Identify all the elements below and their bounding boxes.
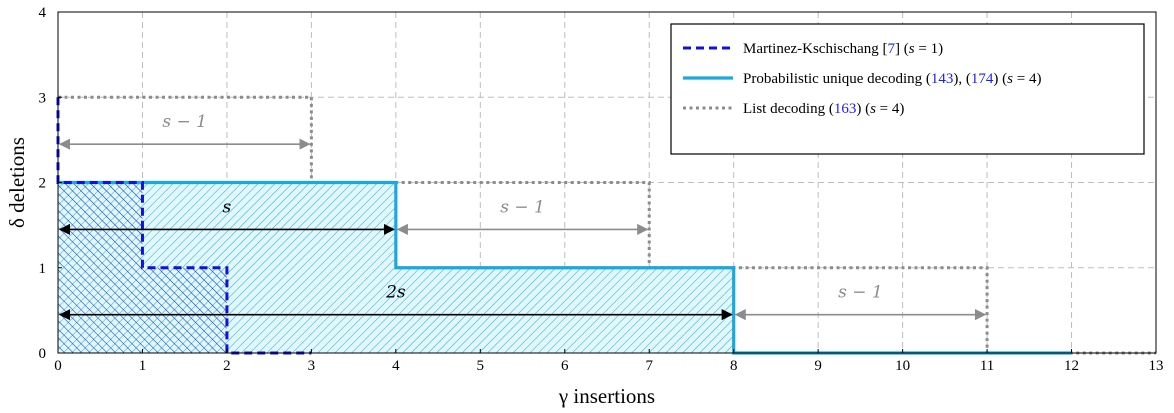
x-axis-label: γ insertions xyxy=(558,384,655,408)
y-axis-label: δ deletions xyxy=(5,137,29,228)
x-tick-label: 12 xyxy=(1064,358,1079,374)
annotation-label: s − 1 xyxy=(838,283,883,303)
y-tick-label: 2 xyxy=(39,176,47,192)
x-tick-label: 7 xyxy=(645,358,653,374)
x-tick-label: 2 xyxy=(223,358,231,374)
annotations: s − 1 s s − 1 2s s − 1 xyxy=(58,112,987,321)
legend-entry-list: List decoding (163) (s = 4) xyxy=(743,101,904,117)
x-tick-label: 9 xyxy=(814,358,822,374)
x-tick-label: 4 xyxy=(392,358,400,374)
x-tick-label: 3 xyxy=(308,358,316,374)
x-tick-label: 13 xyxy=(1149,358,1164,374)
annotation-label: s − 1 xyxy=(162,112,207,132)
series-line-list xyxy=(58,95,1156,355)
legend-box xyxy=(670,23,1145,155)
legend-entry-mk: Martinez-Kschischang [7] (s = 1) xyxy=(743,41,943,57)
annotation-label: 2s xyxy=(385,283,406,303)
x-tick-label: 6 xyxy=(561,358,569,374)
y-tick-label: 1 xyxy=(39,261,47,277)
x-tick-label: 5 xyxy=(477,358,485,374)
legend: Martinez-Kschischang [7] (s = 1) Probabil… xyxy=(670,23,1145,155)
x-tick-label: 10 xyxy=(895,358,910,374)
legend-entry-prob: Probabilistic unique decoding (143), (17… xyxy=(743,71,1041,87)
y-tick-label: 0 xyxy=(39,346,47,362)
x-tick-label: 11 xyxy=(980,358,994,374)
y-tick-label: 3 xyxy=(39,90,47,106)
y-tick-label: 4 xyxy=(39,5,47,21)
x-tick-label: 1 xyxy=(139,358,147,374)
x-tick-label: 8 xyxy=(730,358,738,374)
annotation-label: s xyxy=(223,197,232,217)
x-tick-label: 0 xyxy=(54,358,62,374)
annotation-label: s − 1 xyxy=(500,197,545,217)
